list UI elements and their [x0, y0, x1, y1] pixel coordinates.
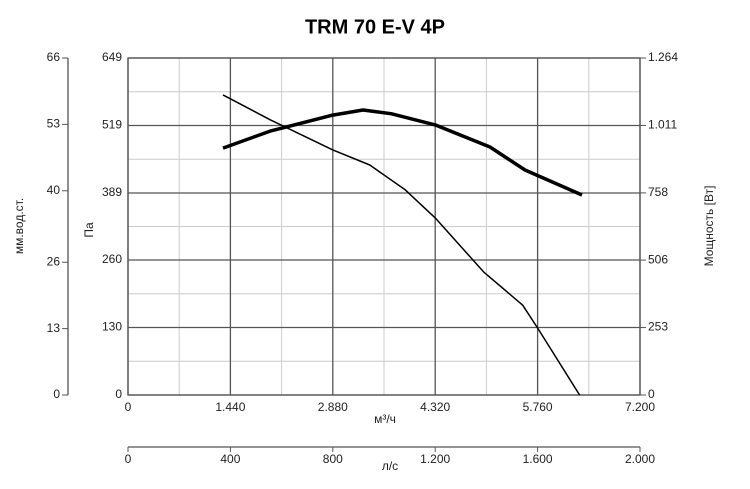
y3-tick-label: 13 [47, 321, 61, 335]
y3-tick-label: 0 [53, 387, 60, 401]
x2-tick-label: 0 [125, 452, 132, 466]
x-tick-label: 4.320 [420, 400, 450, 414]
y3-tick-label: 53 [47, 117, 61, 131]
y2-tick-label: 253 [648, 320, 668, 334]
y-tick-label: 519 [102, 118, 122, 132]
y2-tick-label: 1.011 [648, 118, 677, 132]
y3-tick-label: 40 [47, 183, 61, 197]
x2-axis-label: л/с [382, 459, 398, 473]
y2-tick-label: 506 [648, 252, 668, 266]
y2-tick-label: 0 [648, 387, 655, 401]
chart-title: TRM 70 E-V 4P [305, 16, 445, 38]
y-tick-label: 389 [102, 185, 122, 199]
x-axis-label: м³/ч [374, 412, 396, 426]
curve [222, 108, 583, 197]
y2-tick-label: 1.264 [648, 50, 678, 64]
y3-tick-label: 66 [47, 50, 61, 64]
x2-tick-label: 1.600 [523, 452, 553, 466]
y-axis-label: Па [82, 222, 96, 238]
x-tick-label: 7.200 [625, 400, 655, 414]
x2-tick-label: 800 [323, 452, 343, 466]
y-tick-label: 260 [102, 252, 122, 266]
x2-tick-label: 400 [220, 452, 240, 466]
x2-tick-label: 2.000 [625, 452, 655, 466]
x-tick-label: 5.760 [523, 400, 553, 414]
plot-frame [127, 57, 641, 396]
x-tick-label: 1.440 [215, 400, 245, 414]
y3-tick-label: 26 [47, 254, 61, 268]
y3-axis-label: мм.вод.ст. [12, 198, 26, 254]
y-tick-label: 130 [102, 320, 122, 334]
y-tick-label: 649 [102, 50, 122, 64]
x2-tick-label: 1.200 [420, 452, 450, 466]
curve [222, 94, 581, 396]
y-tick-label: 0 [115, 387, 122, 401]
x-tick-label: 0 [125, 400, 132, 414]
x-tick-label: 2.880 [318, 400, 348, 414]
y2-tick-label: 758 [648, 185, 668, 199]
y2-axis-label: Мощность [Вт] [702, 186, 716, 267]
